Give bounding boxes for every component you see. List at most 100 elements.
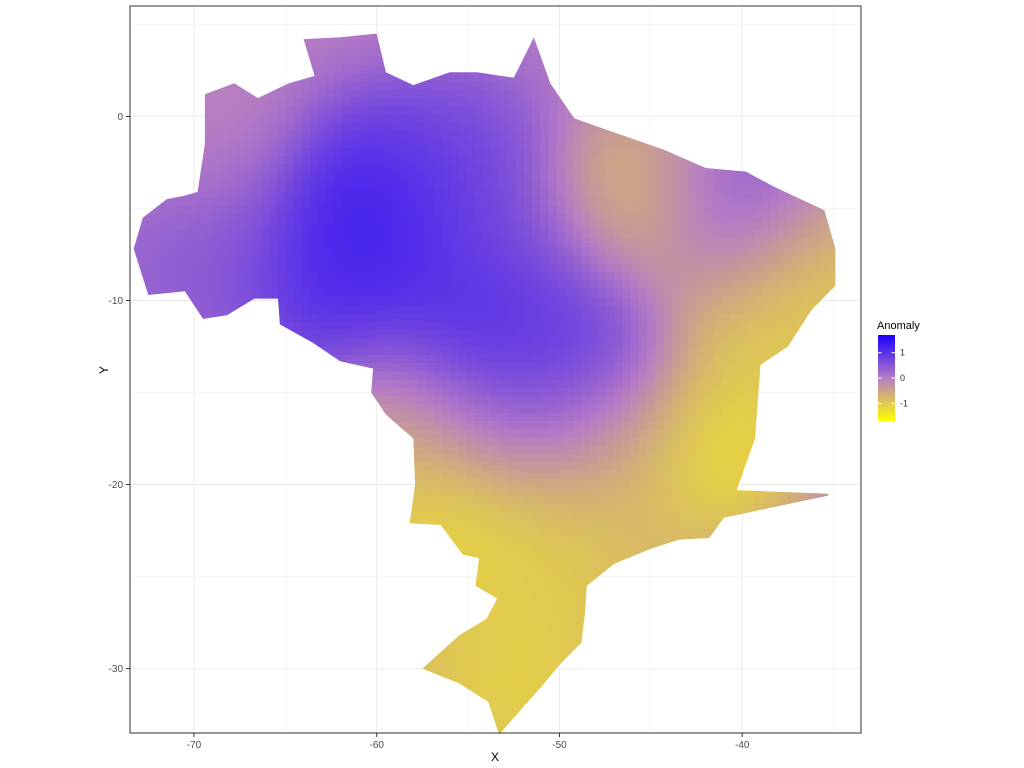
heat-cell [556, 594, 566, 604]
heat-cell [449, 379, 459, 389]
heat-cell [318, 73, 328, 83]
heat-cell [425, 346, 434, 356]
heat-cell [507, 189, 517, 199]
heat-cell [515, 470, 525, 480]
heat-cell [121, 587, 130, 596]
heat-cell [277, 139, 286, 149]
heat-cell [458, 512, 467, 522]
heat-cell [507, 586, 517, 596]
heat-cell [400, 189, 410, 199]
heat-cell [342, 280, 352, 290]
heat-cell [458, 263, 467, 273]
heat-cell [384, 172, 393, 182]
heat-cell [515, 296, 525, 306]
heat-cell [474, 371, 484, 381]
heat-cell [474, 652, 484, 662]
heat-cell [507, 736, 516, 745]
heat-cell [523, 354, 533, 364]
heat-cell [523, 338, 533, 348]
heat-cell [252, 230, 262, 240]
heat-cell [285, 172, 295, 182]
heat-cell [227, 164, 237, 174]
heat-cell [277, 313, 286, 323]
heat-cell [573, 280, 582, 290]
heat-cell [540, 561, 550, 571]
heat-cell [227, 139, 237, 149]
heat-cell [581, 147, 591, 157]
heat-cell [523, 114, 533, 124]
heat-cell [211, 238, 221, 248]
heat-cell [515, 271, 525, 281]
heat-cell [342, 321, 352, 331]
heat-cell [458, 421, 467, 430]
heat-cell [507, 412, 517, 422]
heat-cell [458, 197, 467, 207]
heat-cell [318, 230, 328, 240]
heat-cell [277, 172, 286, 182]
heat-cell [507, 172, 517, 182]
heat-cell [474, 114, 484, 124]
heat-cell [564, 561, 574, 571]
heat-cell [375, 338, 385, 348]
heat-cell [301, 114, 311, 124]
heat-cell [318, 288, 328, 298]
heat-cell [515, 189, 525, 199]
heat-cell [285, 180, 295, 190]
heat-cell [211, 122, 221, 132]
heat-cell [548, 628, 558, 637]
heat-cell [556, 329, 566, 339]
heat-cell [359, 98, 369, 107]
heat-cell [425, 495, 434, 505]
heat-cell [260, 247, 270, 256]
heat-cell [359, 40, 369, 49]
heat-cell [548, 661, 558, 671]
heat-cell [482, 520, 492, 530]
heat-cell [515, 81, 525, 91]
heat-cell [564, 147, 574, 157]
heat-cell [532, 661, 541, 671]
heat-cell [507, 106, 517, 116]
heat-cell [499, 736, 508, 745]
heat-cell [515, 694, 525, 704]
heat-cell [301, 238, 311, 248]
heat-cell [540, 644, 550, 654]
heat-cell [499, 354, 508, 364]
heat-cell [540, 205, 550, 215]
heat-cell [458, 379, 467, 389]
heat-cell [121, 346, 130, 355]
heat-cell [219, 139, 229, 149]
heat-cell [367, 156, 377, 165]
heat-cell [170, 280, 180, 290]
heat-cell [375, 396, 385, 406]
heat-cell [540, 479, 550, 488]
heat-cell [310, 247, 319, 256]
heat-cell [564, 222, 574, 232]
heat-cell [573, 520, 582, 530]
heat-cell [490, 379, 500, 389]
heat-cell [392, 139, 402, 149]
heat-cell [581, 429, 591, 439]
heat-cell [548, 445, 558, 455]
heat-cell [375, 189, 385, 199]
heat-cell [482, 288, 492, 298]
heat-cell [260, 189, 270, 199]
heat-cell [449, 470, 459, 480]
heat-cell [548, 636, 558, 646]
heat-cell [532, 238, 541, 248]
heat-cell [573, 180, 582, 190]
heat-cell [449, 396, 459, 406]
heat-cell [170, 255, 180, 265]
heat-cell [507, 644, 517, 654]
heat-cell [474, 205, 484, 215]
heat-cell [161, 205, 171, 215]
heat-cell [532, 736, 541, 745]
heat-cell [351, 48, 360, 58]
heat-cell [359, 346, 369, 356]
heat-cell [564, 628, 574, 637]
heat-cell [260, 197, 270, 207]
heat-cell [433, 131, 443, 141]
heat-cell [556, 412, 566, 422]
heat-cell [178, 255, 188, 265]
heat-cell [490, 189, 500, 199]
heat-cell [375, 230, 385, 240]
